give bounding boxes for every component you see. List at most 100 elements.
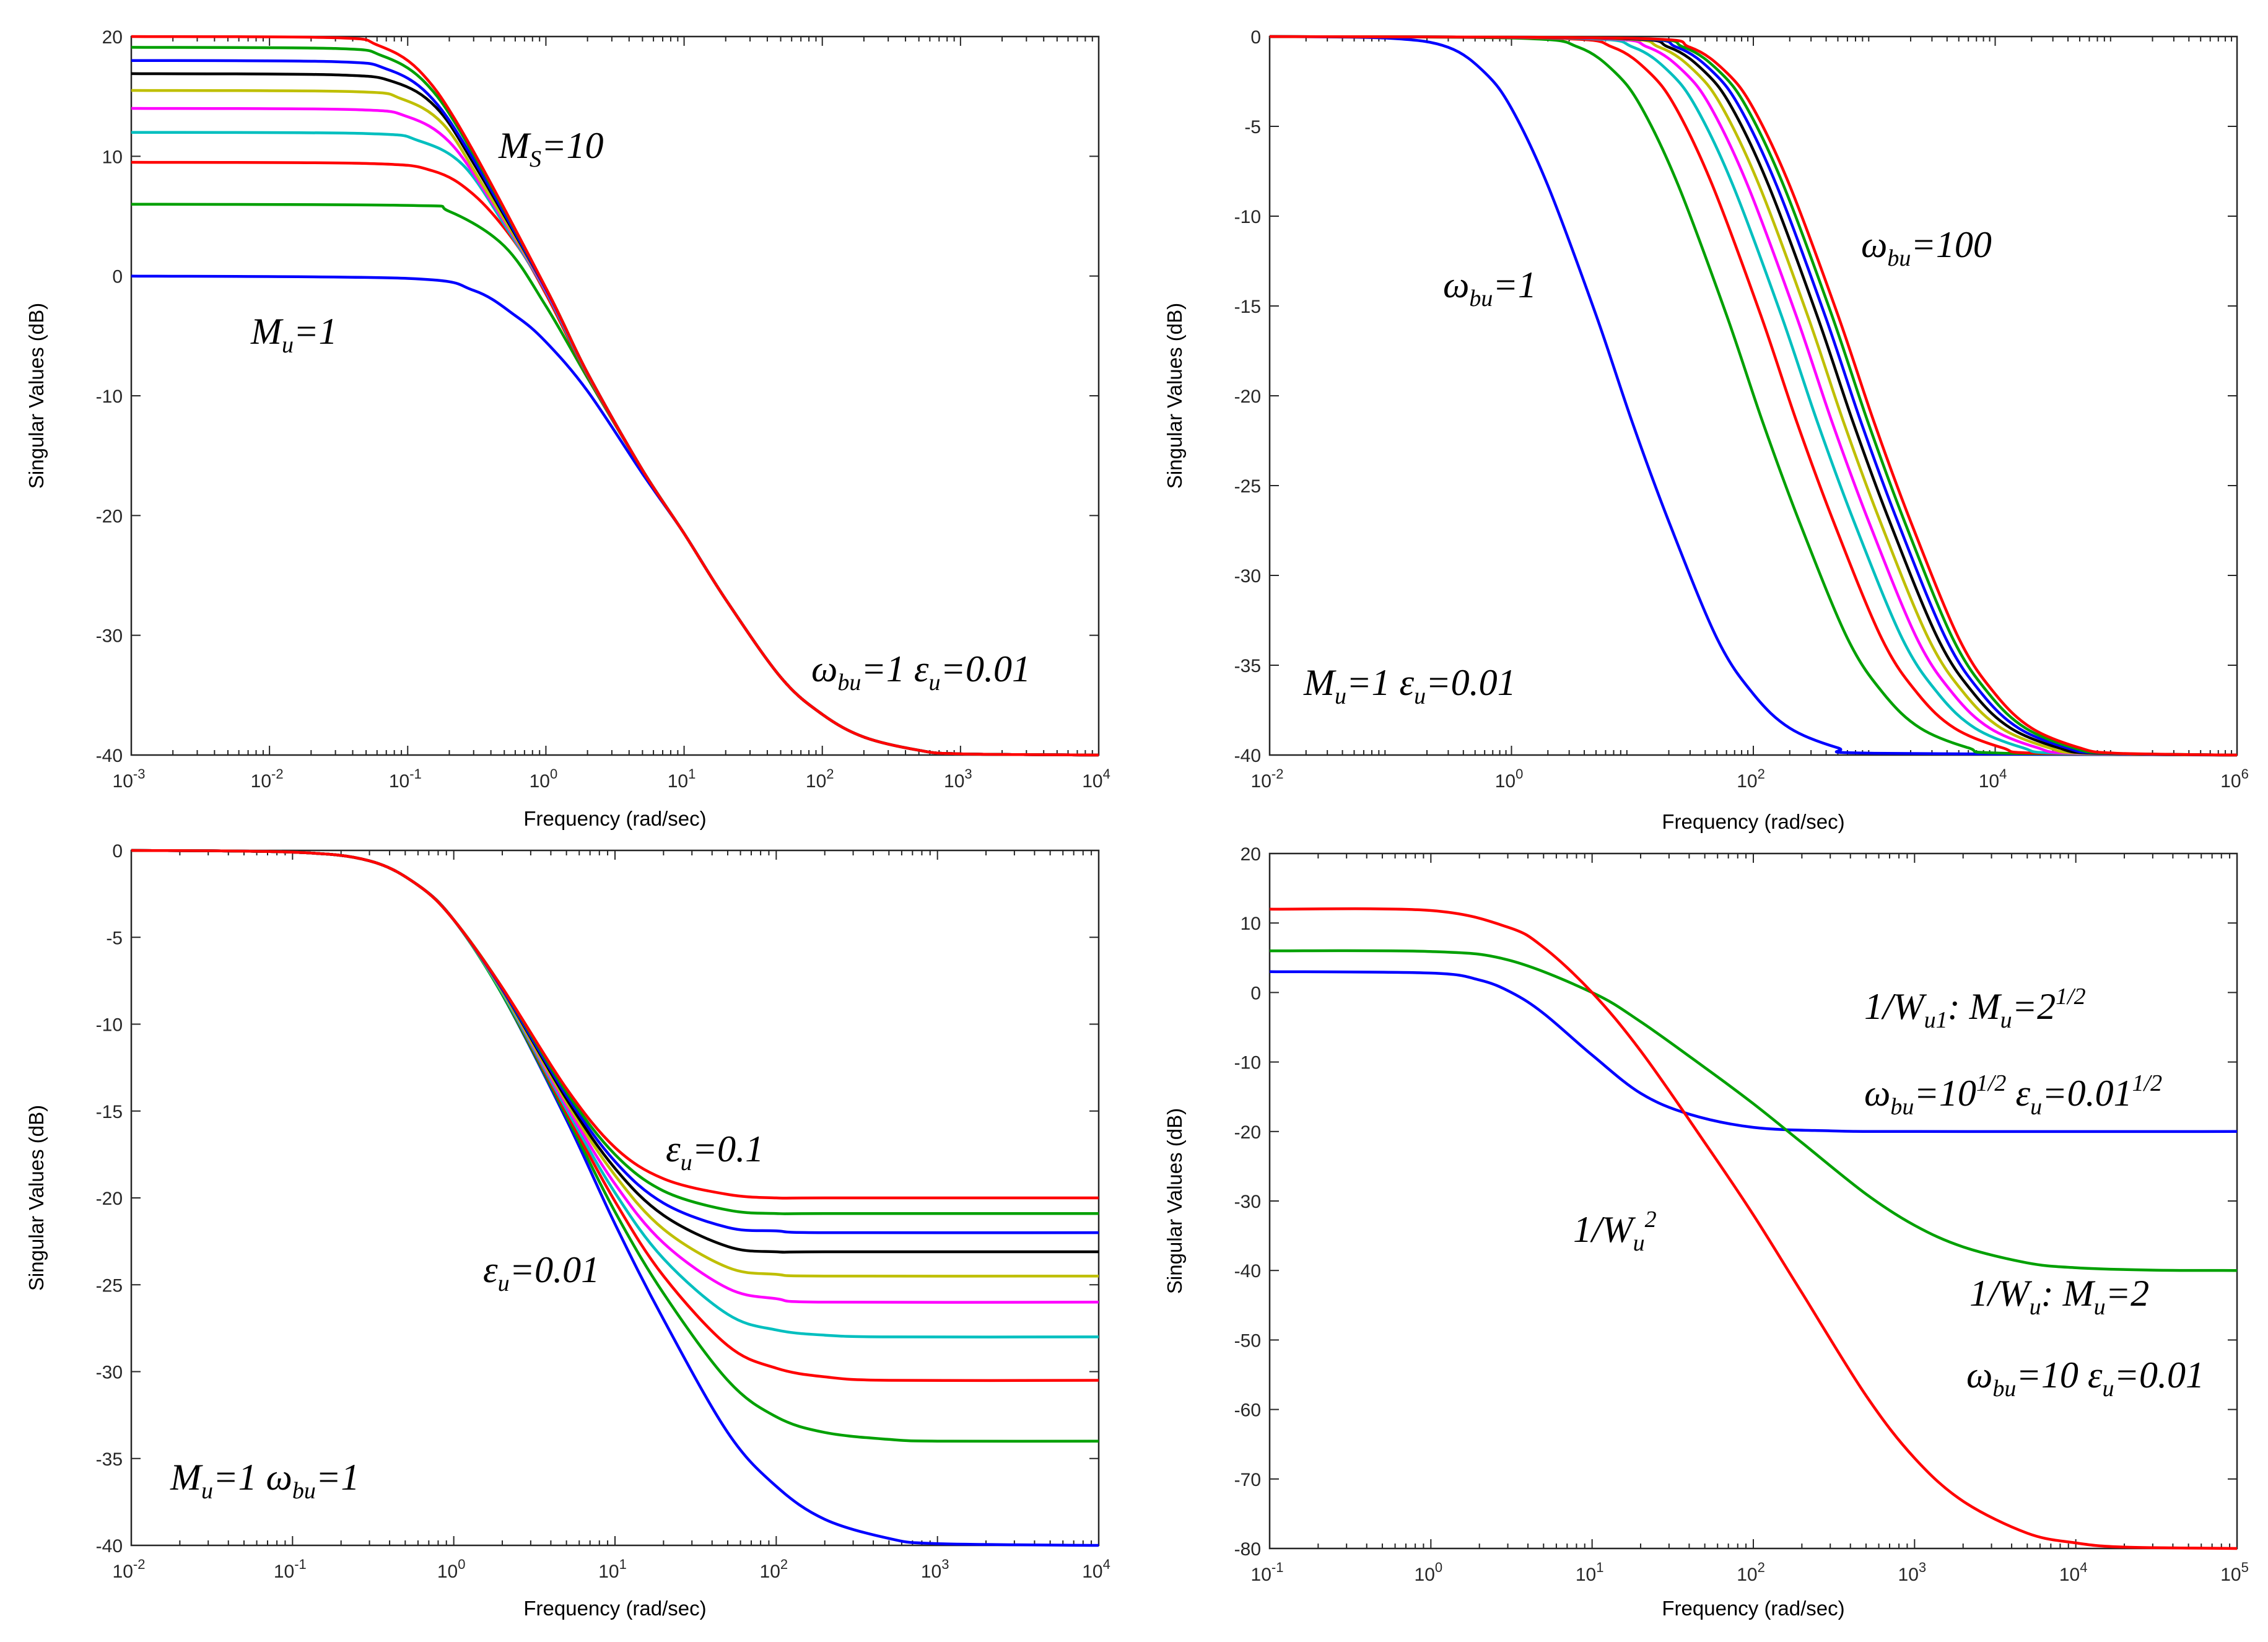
panel-top-left: 10-3 10-2 10-1 100 101 102 103 104 -40 -30 -20 -10 0… [25,27,1110,830]
y-tick-label: -20 [1234,1122,1261,1143]
y-tick-label: 10 [1241,914,1261,934]
annotation-wbu-sqrt: ωbu=101/2 εu=0.011/2 [1864,1070,2162,1120]
annotation-eu-0.1: εu=0.1 [666,1129,764,1176]
series-line-1/Wu [1269,949,2238,1272]
x-tick-label: 100 [530,766,558,792]
annotation-wbu-100: ωbu=100 [1861,224,1992,271]
annotation-1-wu1: 1/Wu1: Mu=21/2 [1864,984,2086,1033]
y-axis-label: Singular Values (dB) [25,303,48,489]
series-line-eu=0.1 [131,849,1099,1200]
x-tick-label: 100 [437,1557,466,1582]
series-line-wbu=89 [1269,35,2238,757]
y-tick-label: -50 [1234,1330,1261,1351]
annotation-mu-eu: Mu=1 εu=0.01 [1303,662,1516,709]
y-tick-label: -70 [1234,1470,1261,1490]
x-tick-label: 100 [1415,1560,1443,1585]
x-tick-label: 104 [1082,766,1110,792]
annotation-1-wu-squared: 1/Wu2 [1573,1207,1657,1256]
y-tick-label: -25 [96,1275,123,1296]
y-tick-label: -40 [1234,1261,1261,1282]
annotation-1-wu: 1/Wu: Mu=2 [1969,1273,2149,1320]
y-tick-label: 10 [102,147,123,167]
y-axis-label: Singular Values (dB) [1163,303,1186,489]
y-tick-label: -25 [1234,476,1261,497]
x-tick-label: 104 [2059,1560,2088,1585]
panel-top-right: 10-2 100 102 104 106 -40 -35 -30 -25 -20 -15 -10 -5 0… [1163,27,2249,833]
x-tick-label: 10-3 [113,766,146,792]
x-tick-label: 106 [2220,766,2249,792]
y-tick-label: -40 [96,1536,123,1557]
x-tick-label: 102 [806,766,834,792]
x-tick-label: 103 [1898,1560,1927,1585]
x-tick-label: 10-1 [1251,1560,1284,1585]
y-tick-label: -40 [1234,746,1261,766]
series-line-1/Wu^2 [1269,907,2238,1550]
series-line-1/Wu1 [1269,970,2238,1133]
y-tick-label: -30 [1234,1192,1261,1212]
tick-group: 10-2 10-1 100 101 102 103 104 -40 -35 -30 -25 -20 -1… [96,841,1110,1582]
y-tick-label: -30 [96,1363,123,1383]
y-tick-label: -60 [1234,1400,1261,1421]
annotation-wbu-1: ωbu=1 [1443,264,1537,312]
x-tick-label: 104 [1082,1557,1110,1582]
series-line-Ms=10 [131,35,1099,757]
y-tick-label: 0 [112,841,123,862]
tick-group: 10-2 100 102 104 106 -40 -35 -30 -25 -20 -15 -10 -5 0 [1234,27,2249,792]
series-group [1269,907,2238,1550]
y-tick-label: 20 [102,27,123,48]
x-tick-label: 101 [598,1557,627,1582]
series-group [131,35,1099,757]
series-line-wbu=45 [1269,35,2238,757]
annotation-wbu-eu: ωbu=1 εu=0.01 [811,649,1031,696]
y-tick-label: -35 [1234,656,1261,676]
x-tick-label: 103 [944,766,972,792]
y-tick-label: 0 [1250,27,1261,48]
annotation-wbu-10: ωbu=10 εu=0.01 [1966,1355,2204,1402]
panel-bottom-left: 10-2 10-1 100 101 102 103 104 -40 -35 -30 -25 -20 -1… [25,841,1110,1620]
x-tick-label: 102 [760,1557,788,1582]
y-tick-label: -5 [1244,117,1261,138]
x-axis-label: Frequency (rad/sec) [1662,810,1844,833]
y-tick-label: 20 [1241,844,1261,865]
y-tick-label: -20 [1234,386,1261,407]
y-tick-label: -10 [96,386,123,407]
series-line-wbu=34 [1269,35,2238,757]
x-tick-label: 102 [1737,1560,1765,1585]
series-line-wbu=1 [1269,35,2238,757]
panel-bottom-right: 10-1 100 101 102 103 104 105-80-70-60-50-40-30… [1163,844,2249,1620]
y-tick-label: -5 [106,928,123,948]
x-tick-label: 103 [921,1557,949,1582]
x-tick-label: 101 [668,766,696,792]
y-tick-label: -10 [1234,207,1261,227]
x-tick-label: 102 [1737,766,1765,792]
y-axis-label: Singular Values (dB) [25,1105,48,1291]
x-tick-label: 10-2 [1251,766,1284,792]
series-line-wbu=100 [1269,35,2238,757]
x-tick-label: 10-1 [274,1557,307,1582]
x-tick-label: 100 [1495,766,1524,792]
y-tick-label: -10 [96,1015,123,1036]
y-tick-label: 0 [1250,983,1261,1003]
y-tick-label: -20 [96,506,123,526]
x-tick-label: 10-2 [113,1557,146,1582]
series-group [131,849,1099,1547]
tick-group: 10-1 100 101 102 103 104 105-80-70-60-50-40-30… [1234,844,2249,1585]
tick-group: 10-3 10-2 10-1 100 101 102 103 104 -40 -30 -20 -10 0… [96,27,1110,792]
y-tick-label: -80 [1234,1539,1261,1560]
x-tick-label: 10-1 [389,766,422,792]
y-tick-label: -15 [96,1102,123,1122]
series-group [1269,35,2238,757]
y-tick-label: -15 [1234,297,1261,317]
x-tick-label: 101 [1576,1560,1604,1585]
x-axis-label: Frequency (rad/sec) [523,807,706,830]
x-axis-label: Frequency (rad/sec) [523,1597,706,1620]
annotation-ms: MS=10 [498,125,603,172]
x-tick-label: 104 [1979,766,2007,792]
series-line-wbu=23 [1269,35,2238,757]
y-tick-label: -30 [96,626,123,647]
annotation-mu-wbu: Mu=1 ωbu=1 [170,1457,359,1504]
x-axis-label: Frequency (rad/sec) [1662,1597,1844,1620]
series-line-wbu=67 [1269,35,2238,757]
annotation-eu-0.01: εu=0.01 [483,1249,600,1296]
